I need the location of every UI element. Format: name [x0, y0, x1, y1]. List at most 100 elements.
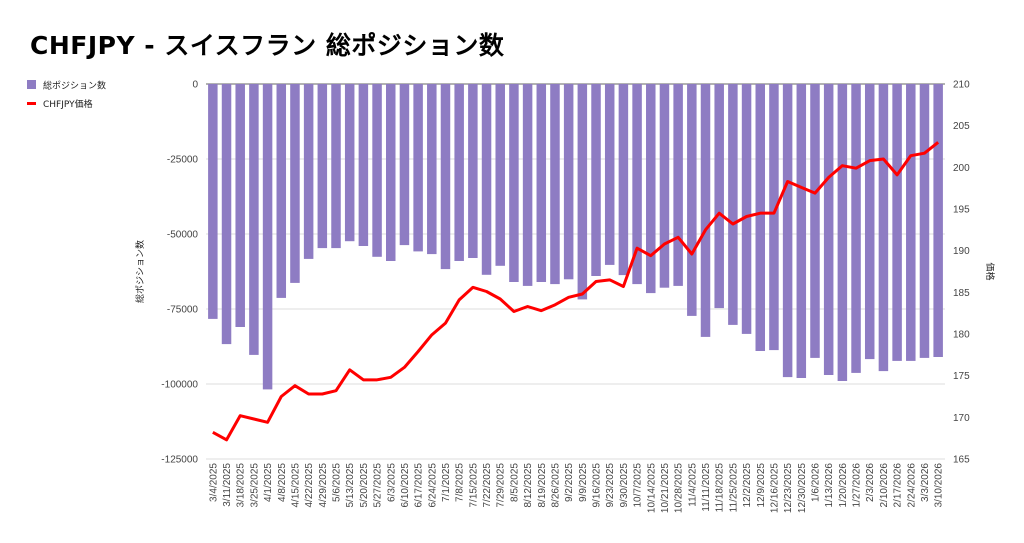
y-right-tick-label: 185 — [953, 288, 970, 299]
x-tick-label: 11/11/2025 — [701, 463, 712, 512]
x-tick-label: 7/1/2025 — [441, 463, 452, 502]
x-tick-label: 6/3/2025 — [386, 463, 397, 502]
x-tick-label: 1/20/2026 — [838, 463, 849, 508]
bar — [837, 84, 848, 381]
bar — [714, 84, 724, 309]
x-tick-label: 3/25/2025 — [249, 463, 260, 508]
x-tick-label: 2/10/2026 — [879, 463, 890, 508]
x-tick-label: 12/30/2025 — [797, 463, 808, 513]
y-left-tick-label: 0 — [192, 80, 198, 91]
bar — [386, 84, 396, 261]
x-tick-label: 1/27/2026 — [852, 463, 863, 508]
bar — [276, 84, 287, 298]
y-right-tick-label: 195 — [953, 205, 970, 216]
x-tick-label: 2/24/2026 — [906, 463, 917, 508]
x-tick-label: 6/10/2025 — [400, 463, 411, 508]
x-tick-label: 11/4/2025 — [687, 463, 698, 507]
x-tick-label: 2/3/2026 — [865, 463, 876, 502]
bar — [440, 84, 451, 270]
x-tick-label: 5/27/2025 — [373, 463, 384, 508]
bar — [454, 84, 464, 261]
y-right-tick-label: 205 — [953, 121, 970, 132]
y-left-tick-label: -125000 — [161, 455, 198, 466]
legend-label-bars: 総ポジション数 — [43, 80, 106, 92]
y-right-tick-label: 190 — [953, 246, 970, 257]
x-tick-label: 7/8/2025 — [455, 463, 466, 502]
bar — [618, 84, 629, 276]
bar — [358, 84, 369, 246]
x-tick-label: 3/4/2025 — [208, 463, 219, 502]
bar — [563, 84, 574, 280]
bar — [933, 84, 943, 357]
bar — [632, 84, 642, 285]
x-tick-label: 4/15/2025 — [290, 463, 301, 508]
bar — [468, 84, 478, 258]
x-tick-label: 11/18/2025 — [715, 463, 726, 513]
bar — [796, 84, 807, 378]
bar — [687, 84, 697, 316]
x-tick-label: 10/21/2025 — [660, 463, 671, 513]
bar — [919, 84, 930, 358]
x-tick-label: 12/16/2025 — [769, 463, 780, 513]
x-tick-label: 7/29/2025 — [496, 463, 507, 508]
bar — [536, 84, 547, 282]
bar — [522, 84, 533, 286]
x-tick-label: 12/9/2025 — [756, 463, 767, 508]
legend-label-line: CHFJPY価格 — [43, 98, 93, 110]
x-tick-label: 3/18/2025 — [236, 463, 247, 508]
bar — [399, 84, 410, 246]
x-tick-label: 8/5/2025 — [509, 463, 520, 502]
x-tick-label: 10/14/2025 — [646, 463, 657, 513]
x-tick-label: 4/22/2025 — [304, 463, 315, 508]
bar — [769, 84, 779, 351]
y-right-tick-label: 165 — [953, 455, 970, 466]
x-tick-label: 3/3/2026 — [920, 463, 931, 502]
bar — [249, 84, 259, 355]
y-right-axis-title: 価格 — [984, 262, 996, 280]
bar — [782, 84, 793, 378]
y-right-tick-label: 180 — [953, 330, 970, 341]
bar — [864, 84, 875, 360]
bar — [221, 84, 232, 345]
x-tick-label: 9/9/2025 — [578, 463, 589, 502]
chart-title: CHFJPY - スイスフラン 総ポジション数 — [30, 31, 505, 60]
bar — [755, 84, 765, 351]
x-tick-label: 8/19/2025 — [537, 463, 548, 508]
x-tick-label: 9/30/2025 — [619, 463, 630, 508]
bar — [303, 84, 314, 259]
bar — [577, 84, 588, 300]
bar — [208, 84, 218, 319]
bar — [481, 84, 492, 275]
x-tick-label: 8/26/2025 — [550, 463, 561, 508]
bar — [317, 84, 328, 249]
x-tick-label: 12/2/2025 — [742, 463, 753, 508]
bar — [823, 84, 834, 375]
y-left-tick-label: -50000 — [167, 230, 199, 241]
bar — [728, 84, 738, 325]
x-tick-label: 9/23/2025 — [605, 463, 616, 508]
y-right-tick-label: 200 — [953, 163, 970, 174]
y-left-tick-label: -75000 — [167, 305, 199, 316]
x-tick-label: 3/11/2025 — [222, 463, 233, 507]
x-tick-label: 1/6/2026 — [810, 463, 821, 502]
x-tick-label: 4/1/2025 — [263, 463, 274, 502]
x-tick-label: 9/2/2025 — [564, 463, 575, 502]
bar — [550, 84, 560, 285]
x-tick-label: 1/13/2026 — [824, 463, 835, 508]
x-tick-label: 10/7/2025 — [633, 463, 644, 508]
bar — [906, 84, 916, 361]
x-tick-label: 8/12/2025 — [523, 463, 534, 508]
bar — [413, 84, 423, 252]
x-tick-label: 5/13/2025 — [345, 463, 356, 508]
x-tick-label: 6/24/2025 — [427, 463, 438, 508]
y-right-tick-label: 175 — [953, 371, 970, 382]
x-tick-label: 2/17/2026 — [893, 463, 904, 508]
y-left-tick-label: -25000 — [167, 155, 199, 166]
bar — [262, 84, 273, 390]
x-tick-label: 11/25/2025 — [728, 463, 739, 513]
bar — [878, 84, 889, 372]
y-left-axis-title: 総ポジション数 — [134, 240, 146, 303]
bar — [331, 84, 341, 249]
legend-swatch-bars — [27, 80, 36, 89]
